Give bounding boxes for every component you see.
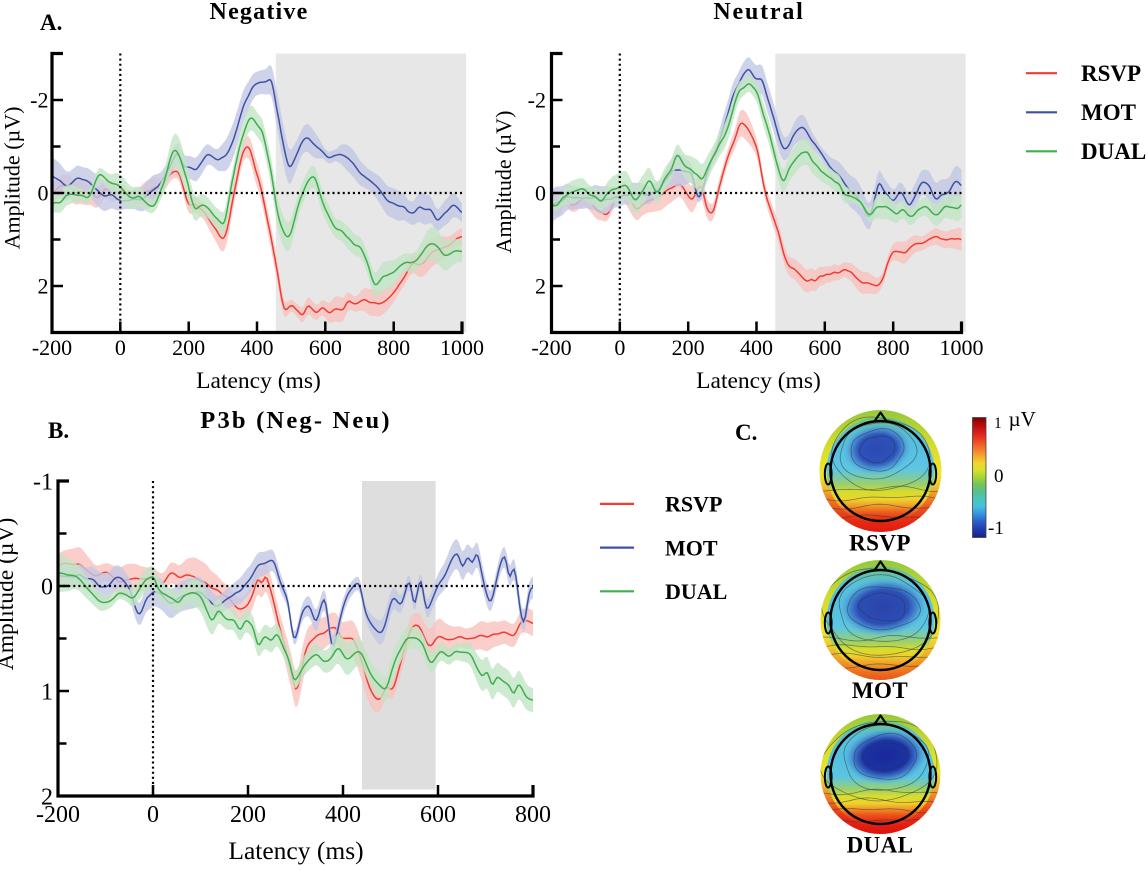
svg-text:600: 600 xyxy=(309,335,342,360)
svg-text:800: 800 xyxy=(515,802,551,828)
svg-text:400: 400 xyxy=(325,802,361,828)
svg-text:A.: A. xyxy=(40,10,62,35)
svg-text:400: 400 xyxy=(241,335,274,360)
svg-text:Amplitude (µV): Amplitude (µV) xyxy=(491,111,516,254)
svg-text:0: 0 xyxy=(535,181,546,206)
svg-text:B.: B. xyxy=(48,418,69,443)
svg-text:DUAL: DUAL xyxy=(847,833,914,858)
svg-text:0: 0 xyxy=(147,802,159,828)
svg-text:200: 200 xyxy=(672,335,705,360)
svg-text:-200: -200 xyxy=(531,335,571,360)
svg-text:2: 2 xyxy=(41,784,53,810)
svg-text:0: 0 xyxy=(614,335,625,360)
svg-text:1000: 1000 xyxy=(440,335,484,360)
svg-text:RSVP: RSVP xyxy=(849,531,911,556)
svg-text:RSVP: RSVP xyxy=(1081,61,1141,86)
svg-text:MOT: MOT xyxy=(665,535,718,560)
svg-text:-2: -2 xyxy=(528,88,546,113)
svg-text:1000: 1000 xyxy=(940,335,984,360)
svg-text:800: 800 xyxy=(877,335,910,360)
svg-text:0: 0 xyxy=(115,335,126,360)
svg-text:MOT: MOT xyxy=(1081,100,1136,125)
svg-text:Latency (ms): Latency (ms) xyxy=(196,368,321,394)
svg-text:DUAL: DUAL xyxy=(1081,139,1146,164)
svg-text:-200: -200 xyxy=(36,802,80,828)
svg-text:600: 600 xyxy=(420,802,456,828)
svg-text:0: 0 xyxy=(994,466,1004,487)
svg-text:MOT: MOT xyxy=(852,678,908,703)
svg-text:RSVP: RSVP xyxy=(665,492,722,517)
svg-text:Latency (ms): Latency (ms) xyxy=(228,836,363,865)
svg-text:2: 2 xyxy=(38,274,49,299)
svg-text:800: 800 xyxy=(377,335,410,360)
svg-text:0: 0 xyxy=(41,574,53,600)
svg-text:Amplitude (µV): Amplitude (µV) xyxy=(0,107,25,250)
svg-text:Negative: Negative xyxy=(210,0,309,25)
svg-text:1: 1 xyxy=(994,415,1002,432)
svg-text:400: 400 xyxy=(740,335,773,360)
svg-text:C.: C. xyxy=(735,420,757,445)
svg-text:-1: -1 xyxy=(33,469,53,495)
svg-text:P3b (Neg- Neu): P3b (Neg- Neu) xyxy=(200,407,391,434)
svg-text:2: 2 xyxy=(535,274,546,299)
svg-text:DUAL: DUAL xyxy=(665,579,727,604)
svg-text:200: 200 xyxy=(230,802,266,828)
svg-text:-2: -2 xyxy=(30,88,48,113)
svg-text:0: 0 xyxy=(38,181,49,206)
svg-text:1: 1 xyxy=(41,679,53,705)
svg-text:Latency (ms): Latency (ms) xyxy=(696,368,821,394)
svg-text:-1: -1 xyxy=(988,518,1004,539)
svg-text:Amplitude (µV): Amplitude (µV) xyxy=(0,518,19,671)
svg-text:-200: -200 xyxy=(32,335,72,360)
svg-text:µV: µV xyxy=(1009,407,1036,431)
svg-text:200: 200 xyxy=(172,335,205,360)
svg-text:Neutral: Neutral xyxy=(713,0,804,25)
svg-text:600: 600 xyxy=(808,335,841,360)
